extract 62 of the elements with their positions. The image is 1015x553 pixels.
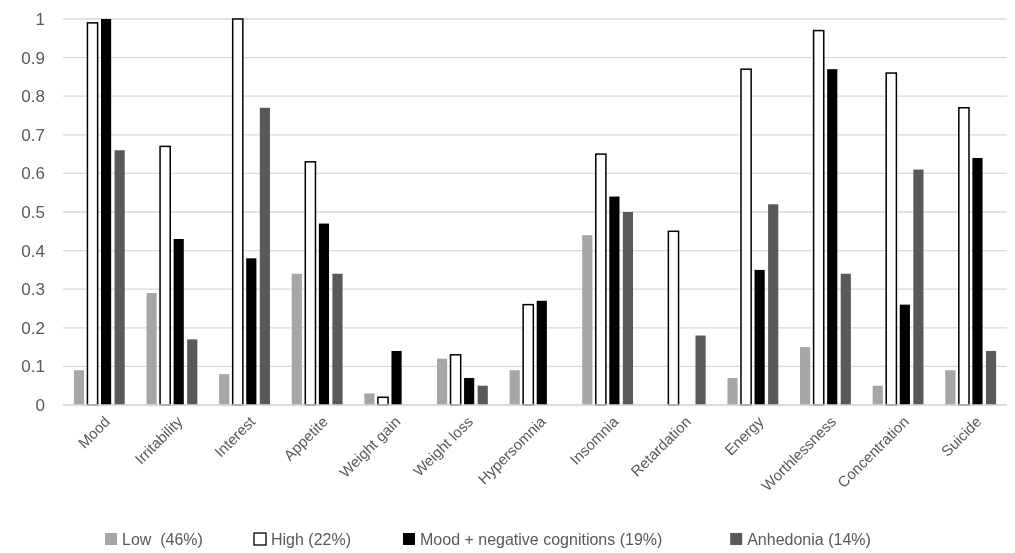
y-tick-label: 0.4: [21, 241, 45, 261]
bar: [695, 335, 706, 405]
bar: [259, 107, 270, 405]
bar: [727, 377, 738, 405]
bar: [595, 153, 607, 406]
bar: [436, 358, 448, 405]
y-tick-label: 0.1: [21, 357, 45, 377]
bar: [159, 145, 171, 406]
bar: [582, 235, 593, 405]
bar: [146, 293, 157, 405]
legend-label: Mood + negative cognitions (19%): [420, 530, 663, 548]
bar: [449, 354, 462, 406]
bar: [391, 350, 402, 405]
bar: [899, 304, 910, 405]
bar: [86, 22, 99, 406]
bar: [73, 370, 85, 405]
bar: [945, 370, 956, 405]
bar: [622, 212, 634, 405]
bar: [800, 347, 811, 405]
bar: [187, 339, 198, 405]
bar: [609, 196, 620, 405]
bar: [101, 19, 112, 405]
bar: [509, 370, 520, 405]
legend-label: Anhedonia (14%): [747, 530, 871, 548]
bar: [985, 350, 997, 405]
bar: [246, 258, 257, 405]
bar: [885, 72, 898, 406]
bar: [827, 69, 838, 405]
y-tick-label: 0.7: [21, 125, 45, 145]
bar: [304, 161, 317, 406]
bar: [464, 377, 475, 405]
y-tick-label: 0.6: [21, 164, 45, 184]
bar: [754, 269, 765, 405]
bar: [291, 273, 302, 405]
bar: [667, 230, 680, 406]
bar: [872, 385, 883, 405]
bar: [173, 239, 184, 405]
bar: [958, 107, 970, 406]
y-tick-label: 0.3: [21, 280, 45, 300]
bar: [318, 223, 330, 405]
bar: [477, 385, 488, 405]
bar: [114, 150, 125, 405]
bar: [522, 303, 535, 406]
legend-label: Low (46%): [122, 530, 203, 548]
bar: [972, 157, 983, 405]
y-tick-label: 0.8: [21, 87, 45, 107]
bar: [364, 393, 375, 405]
bar: [536, 300, 547, 405]
bar: [913, 169, 924, 405]
bar: [840, 273, 851, 405]
y-tick-label: 0.2: [21, 318, 45, 338]
y-tick-label: 0.9: [21, 48, 45, 68]
bar: [231, 18, 244, 406]
y-tick-label: 0.5: [21, 202, 45, 222]
bar: [219, 374, 230, 405]
bar: [332, 273, 343, 405]
y-tick-label: 0: [35, 395, 45, 415]
bar: [740, 68, 752, 406]
y-tick-label: 1: [35, 9, 45, 29]
bar: [812, 29, 825, 406]
legend-label: High (22%): [271, 530, 352, 548]
bar: [768, 204, 779, 405]
